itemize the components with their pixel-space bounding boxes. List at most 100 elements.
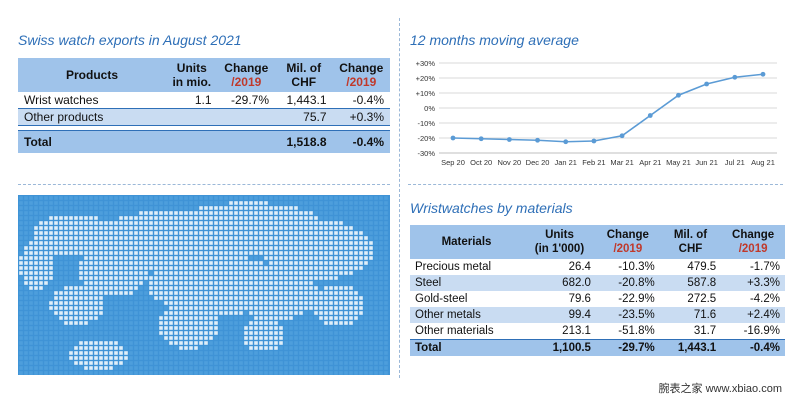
row-chf: 75.7: [275, 108, 333, 126]
row-change-chf: -1.7%: [749, 261, 780, 273]
total-change-units: [217, 130, 276, 153]
x-tick-label: Mar 21: [610, 158, 633, 167]
row-units: 79.6: [568, 293, 591, 305]
y-tick-label: -10%: [417, 119, 435, 128]
total-label: Total: [410, 339, 523, 356]
exports-table: Products Units in mio. Change/2019 Mil. o…: [18, 58, 390, 153]
x-tick-label: May 21: [666, 158, 691, 167]
row-label: Precious metal: [415, 261, 492, 273]
materials-table: Materials Units (in 1'000) Change/2019 Mi…: [410, 225, 785, 356]
row-chf: 31.7: [693, 325, 717, 337]
row-chf: 1,443.1: [286, 93, 327, 107]
row-change-units: -23.5%: [595, 307, 660, 323]
row-chf: 479.5: [687, 261, 717, 273]
table-row: Other products 75.7 +0.3%: [18, 108, 390, 126]
row-label: Other metals: [410, 307, 523, 323]
exports-header-change-chf: Change/2019: [332, 58, 390, 92]
row-change-units: -51.8%: [618, 325, 655, 337]
row-label: Other products: [18, 108, 166, 126]
world-map-image: [18, 195, 390, 375]
total-label: Total: [18, 130, 166, 153]
materials-title: Wristwatches by materials: [410, 200, 573, 216]
row-change-units: -22.9%: [618, 293, 655, 305]
materials-header-row: Materials Units (in 1'000) Change/2019 Mi…: [410, 225, 785, 259]
x-tick-label: Nov 20: [497, 158, 521, 167]
y-tick-label: -20%: [417, 134, 435, 143]
exports-header-units: Units in mio.: [166, 58, 218, 92]
exports-header-change-units: Change/2019: [217, 58, 276, 92]
data-point: [676, 92, 681, 98]
row-change-units: -29.7%: [230, 93, 270, 107]
exports-header-products: Products: [18, 58, 166, 92]
materials-header-chf: Mil. of CHF: [659, 225, 722, 259]
y-tick-label: -30%: [417, 149, 435, 158]
exports-title: Swiss watch exports in August 2021: [18, 32, 242, 48]
data-point: [563, 139, 569, 145]
x-tick-label: Jul 21: [725, 158, 745, 167]
x-tick-label: Jan 21: [554, 158, 577, 167]
row-change-chf: -0.4%: [352, 93, 384, 107]
materials-header-units: Units (in 1'000): [523, 225, 596, 259]
row-change-chf: +0.3%: [332, 108, 390, 126]
data-point: [591, 138, 597, 144]
total-change-chf: -0.4%: [721, 339, 785, 356]
total-units: 1,100.5: [523, 339, 596, 356]
map-background: [18, 195, 390, 375]
data-point: [760, 71, 766, 77]
row-label: Wrist watches: [24, 93, 99, 107]
row-chf: 587.8: [659, 275, 722, 291]
exports-header-row: Products Units in mio. Change/2019 Mil. o…: [18, 58, 390, 92]
total-chf: 1,443.1: [659, 339, 722, 356]
data-point: [732, 74, 738, 80]
table-row: Steel 682.0 -20.8% 587.8 +3.3%: [410, 275, 785, 291]
exports-header-chf: Mil. of CHF: [275, 58, 333, 92]
total-change-units: -29.7%: [595, 339, 660, 356]
data-point: [478, 136, 484, 142]
row-label: Other materials: [415, 325, 494, 337]
row-units: [166, 108, 218, 126]
data-point: [619, 133, 625, 139]
materials-total-row: Total 1,100.5 -29.7% 1,443.1 -0.4%: [410, 339, 785, 356]
row-change-units: [217, 108, 276, 126]
row-change-units: -10.3%: [618, 261, 655, 273]
row-change-chf: +3.3%: [721, 275, 785, 291]
y-tick-label: +10%: [416, 89, 436, 98]
chart-title: 12 months moving average: [410, 32, 579, 48]
row-units: 26.4: [568, 261, 591, 273]
table-row: Precious metal 26.4 -10.3% 479.5 -1.7%: [410, 259, 785, 275]
row-units: 99.4: [523, 307, 596, 323]
y-tick-label: 0%: [424, 104, 435, 113]
row-chf: 272.5: [687, 293, 717, 305]
row-label: Gold-steel: [415, 293, 468, 305]
x-tick-label: Jun 21: [695, 158, 718, 167]
row-units: 1.1: [194, 93, 212, 107]
total-change-chf: -0.4%: [332, 130, 390, 153]
data-point: [704, 81, 710, 87]
vertical-divider: [399, 18, 400, 378]
x-tick-label: Oct 20: [470, 158, 492, 167]
map-dots: [19, 196, 388, 375]
row-label: Steel: [410, 275, 523, 291]
x-tick-label: Feb 21: [582, 158, 605, 167]
materials-header-change-chf: Change/2019: [721, 225, 785, 259]
horizontal-divider-right: [408, 184, 783, 185]
total-units: [166, 130, 218, 153]
table-row: Gold-steel 79.6 -22.9% 272.5 -4.2%: [410, 291, 785, 307]
row-change-chf: -16.9%: [743, 325, 780, 337]
row-units: 682.0: [523, 275, 596, 291]
table-row: Wrist watches 1.1 -29.7% 1,443.1 -0.4%: [18, 92, 390, 109]
row-chf: 71.6: [659, 307, 722, 323]
total-chf: 1,518.8: [275, 130, 333, 153]
data-point: [506, 137, 512, 142]
row-units: 213.1: [562, 325, 591, 337]
moving-average-chart: +30% +20% +10% 0% -10% -20% -30% Sep 20 Oct 20 No…: [416, 59, 777, 167]
x-tick-label: Sep 20: [441, 158, 465, 167]
data-point: [450, 135, 456, 141]
horizontal-divider-left: [18, 184, 390, 185]
row-change-chf: -4.2%: [749, 293, 780, 305]
y-tick-label: +20%: [416, 74, 436, 83]
data-point: [535, 137, 540, 143]
row-change-chf: +2.4%: [721, 307, 785, 323]
x-tick-label: Dec 20: [526, 158, 550, 167]
series-line: [452, 73, 764, 143]
